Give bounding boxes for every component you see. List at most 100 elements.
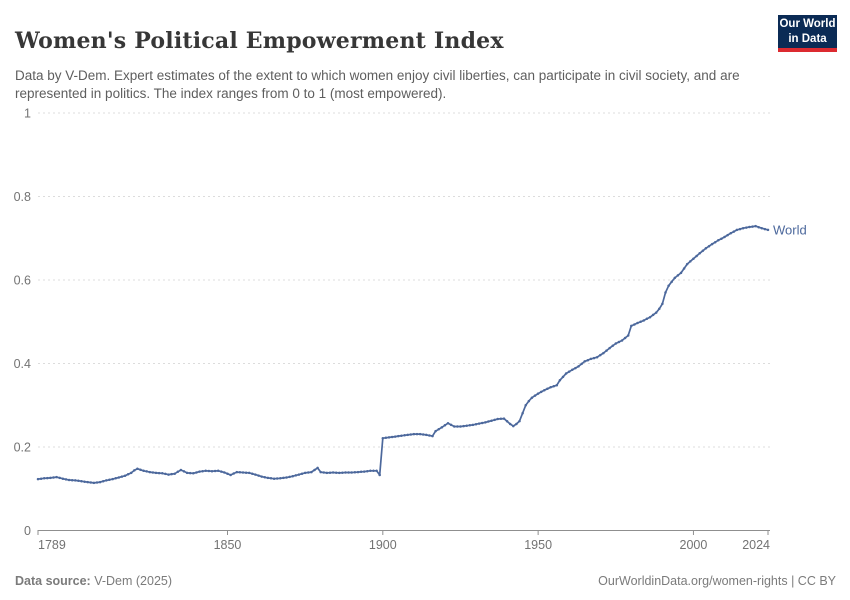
data-point-marker	[375, 469, 378, 473]
data-point-marker	[726, 233, 729, 237]
y-tick-label: 0.4	[14, 357, 31, 371]
data-point-marker	[83, 480, 86, 483]
data-point-marker	[300, 472, 304, 475]
data-point-marker	[123, 474, 127, 478]
data-point-marker	[210, 469, 214, 473]
data-point-marker	[552, 385, 555, 388]
data-point-marker	[493, 418, 496, 422]
x-tick-label: 1789	[38, 538, 66, 552]
data-point-marker	[148, 470, 152, 474]
data-point-marker	[173, 472, 176, 475]
data-point-marker	[602, 351, 605, 355]
data-source-label: Data source:	[15, 574, 91, 588]
y-tick-label: 0	[24, 524, 31, 538]
data-point-marker	[98, 480, 102, 484]
data-point-marker	[434, 429, 437, 433]
data-point-marker	[291, 474, 294, 478]
data-point-marker	[518, 419, 521, 423]
data-point-marker	[658, 307, 661, 311]
data-point-marker	[471, 423, 475, 427]
data-point-marker	[654, 311, 658, 314]
data-point-marker	[431, 434, 434, 438]
data-point-marker	[639, 320, 642, 324]
data-point-marker	[89, 481, 93, 484]
data-point-marker	[623, 336, 627, 340]
data-point-marker	[707, 244, 711, 248]
data-point-marker	[188, 471, 192, 475]
data-point-marker	[490, 419, 493, 422]
data-point-marker	[142, 469, 145, 473]
data-point-marker	[549, 386, 552, 389]
data-point-marker	[443, 424, 447, 427]
data-point-marker	[589, 357, 593, 361]
data-point-marker	[583, 360, 586, 363]
data-point-marker	[269, 477, 273, 480]
owid-logo[interactable]: Our World in Data	[778, 15, 837, 52]
data-point-marker	[530, 396, 534, 399]
data-point-marker	[378, 473, 381, 477]
data-point-marker	[58, 476, 61, 480]
data-point-marker	[213, 469, 217, 473]
data-point-marker	[642, 319, 645, 322]
data-point-marker	[241, 471, 245, 474]
data-point-marker	[543, 388, 546, 392]
data-point-marker	[257, 474, 260, 477]
data-point-marker	[651, 313, 655, 317]
data-point-marker	[164, 472, 167, 476]
data-point-marker	[331, 471, 335, 474]
data-point-marker	[393, 435, 397, 438]
data-point-marker	[384, 436, 388, 440]
y-tick-label: 0.8	[14, 190, 31, 204]
data-point-marker	[406, 433, 409, 437]
series-label-world: World	[773, 222, 807, 237]
data-point-marker	[713, 240, 717, 244]
data-point-marker	[645, 317, 649, 321]
data-point-marker	[167, 473, 170, 476]
data-point-marker	[198, 470, 201, 473]
x-tick-label: 1950	[524, 538, 552, 552]
data-point-marker	[760, 226, 764, 230]
owid-logo-line1: Our World	[779, 18, 836, 31]
data-point-marker	[105, 479, 108, 482]
page-title: Women's Political Empowerment Index	[15, 27, 504, 54]
data-point-marker	[667, 284, 670, 288]
data-point-marker	[462, 424, 465, 428]
data-point-marker	[567, 370, 571, 373]
data-point-marker	[192, 472, 195, 475]
data-point-marker	[555, 383, 559, 387]
data-point-marker	[620, 339, 624, 342]
data-point-marker	[170, 472, 173, 476]
data-point-marker	[204, 469, 207, 473]
data-point-marker	[182, 470, 186, 473]
y-tick-label: 1	[24, 107, 31, 121]
data-point-marker	[626, 334, 630, 337]
data-source: Data source: V-Dem (2025)	[15, 574, 172, 588]
data-point-marker	[272, 477, 276, 480]
data-point-marker	[738, 227, 742, 231]
data-point-marker	[67, 478, 71, 482]
data-point-marker	[362, 470, 366, 473]
data-point-marker	[244, 471, 248, 474]
data-point-marker	[381, 436, 385, 440]
data-point-marker	[723, 235, 726, 239]
data-point-marker	[465, 424, 468, 427]
credit-link[interactable]: OurWorldinData.org/women-rights | CC BY	[598, 574, 836, 588]
data-point-marker	[145, 470, 148, 473]
data-point-marker	[126, 473, 130, 476]
data-point-marker	[633, 323, 636, 326]
data-point-marker	[120, 475, 124, 478]
data-point-marker	[74, 479, 77, 482]
data-point-marker	[176, 470, 180, 474]
data-point-marker	[599, 353, 602, 357]
data-point-marker	[226, 472, 229, 475]
data-point-marker	[101, 479, 105, 483]
data-point-marker	[347, 471, 350, 474]
data-point-marker	[611, 344, 614, 348]
data-point-marker	[446, 421, 450, 425]
data-point-marker	[52, 476, 55, 479]
data-point-marker	[325, 471, 329, 475]
data-point-marker	[201, 469, 204, 473]
data-point-marker	[117, 476, 121, 479]
data-point-marker	[689, 260, 692, 263]
data-point-marker	[179, 468, 183, 472]
